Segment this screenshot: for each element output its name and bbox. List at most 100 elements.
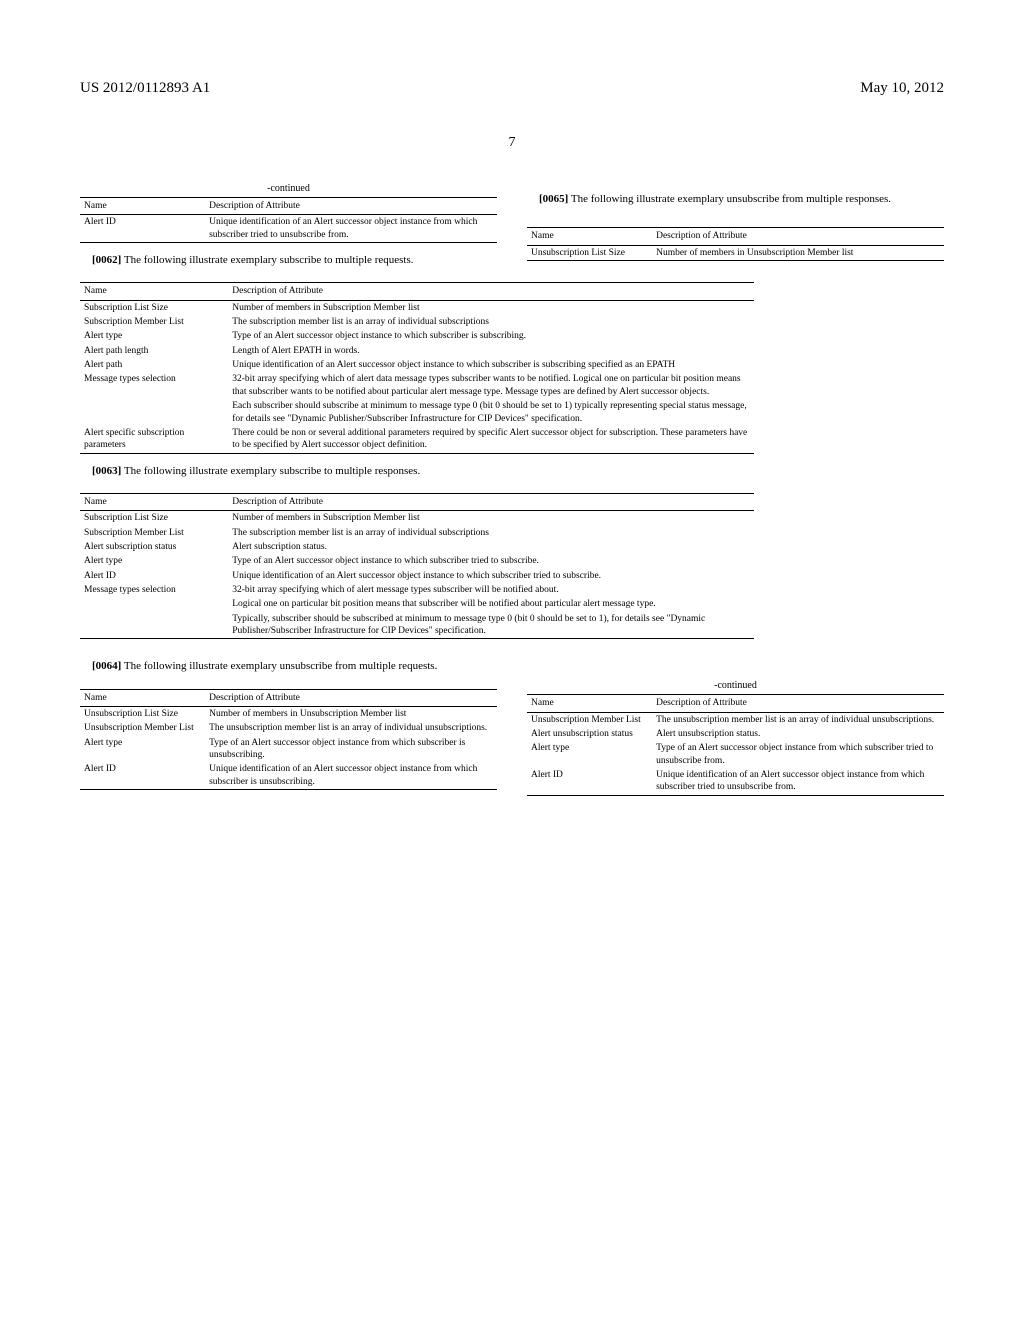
cell-desc: Number of members in Subscription Member… (228, 300, 754, 315)
cell-name: Message types selection (80, 372, 228, 399)
para-number: [0062] (92, 254, 121, 266)
cell-desc: The unsubscription member list is an arr… (652, 712, 944, 727)
table-row: Alert typeType of an Alert successor obj… (527, 741, 944, 768)
right-column: [0065] The following illustrate exemplar… (527, 182, 944, 282)
cell-name: Alert specific subscription parameters (80, 426, 228, 453)
table-row: Typically, subscriber should be subscrib… (80, 612, 754, 639)
col-header-name: Name (80, 689, 205, 706)
publication-number: US 2012/0112893 A1 (80, 80, 210, 97)
para-text: The following illustrate exemplary subsc… (124, 254, 414, 266)
cell-desc: The subscription member list is an array… (228, 315, 754, 329)
cell-desc: 32-bit array specifying which of alert d… (228, 372, 754, 399)
cell-name (80, 597, 228, 611)
para-number: [0063] (92, 465, 121, 477)
cell-desc: Type of an Alert successor object instan… (228, 554, 754, 568)
cell-name: Subscription List Size (80, 300, 228, 315)
cell-desc: The subscription member list is an array… (228, 526, 754, 540)
paragraph-0065: [0065] The following illustrate exemplar… (527, 192, 944, 207)
table-row: Alert path lengthLength of Alert EPATH i… (80, 344, 754, 358)
cell-name: Unsubscription List Size (80, 707, 205, 722)
cell-desc: Typically, subscriber should be subscrib… (228, 612, 754, 639)
cell-desc: Each subscriber should subscribe at mini… (228, 399, 754, 426)
cell-desc: Type of an Alert successor object instan… (228, 329, 754, 343)
cell-desc: Length of Alert EPATH in words. (228, 344, 754, 358)
table-row: Alert typeType of an Alert successor obj… (80, 736, 497, 763)
wide-table-0063-wrap: Name Description of Attribute Subscripti… (80, 493, 944, 639)
cell-desc: The unsubscription member list is an arr… (205, 721, 497, 735)
para-number: [0065] (539, 193, 568, 205)
table-row: Alert specific subscription parametersTh… (80, 426, 754, 453)
cell-desc: Unique identification of an Alert succes… (205, 215, 497, 243)
table-row: Alert IDUnique identification of an Aler… (80, 569, 754, 583)
cell-desc: Unique identification of an Alert succes… (228, 569, 754, 583)
cell-desc: Number of members in Unsubscription Memb… (205, 707, 497, 722)
col-header-name: Name (527, 228, 652, 245)
col-header-desc: Description of Attribute (652, 695, 944, 712)
table-0065: Name Description of Attribute Unsubscrip… (527, 227, 944, 261)
cell-name: Alert type (80, 736, 205, 763)
cell-name: Alert ID (80, 215, 205, 243)
table-row: Message types selection32-bit array spec… (80, 372, 754, 399)
cell-desc: Unique identification of an Alert succes… (228, 358, 754, 372)
table-row: Unsubscription Member ListThe unsubscrip… (80, 721, 497, 735)
table-row: Unsubscription List SizeNumber of member… (80, 707, 497, 722)
para-number: [0064] (92, 660, 121, 672)
cell-name: Alert ID (527, 768, 652, 795)
paragraph-0063: [0063] The following illustrate exemplar… (80, 464, 495, 479)
cell-desc: Unique identification of an Alert succes… (652, 768, 944, 795)
paragraph-0062: [0062] The following illustrate exemplar… (80, 253, 497, 268)
table-row: Alert typeType of an Alert successor obj… (80, 329, 754, 343)
table-row: Unsubscription Member ListThe unsubscrip… (527, 712, 944, 727)
table-row: Alert IDUnique identification of an Aler… (80, 762, 497, 789)
para-text: The following illustrate exemplary subsc… (124, 465, 420, 477)
wide-table-0062: Name Description of Attribute Subscripti… (80, 282, 754, 453)
cell-name: Alert type (527, 741, 652, 768)
col-header-desc: Description of Attribute (205, 198, 497, 215)
table-row: Subscription Member ListThe subscription… (80, 315, 754, 329)
table-row: Logical one on particular bit position m… (80, 597, 754, 611)
cell-name: Alert path (80, 358, 228, 372)
bottom-left-column: [0064] The following illustrate exemplar… (80, 649, 497, 805)
paragraph-0064: [0064] The following illustrate exemplar… (80, 659, 497, 674)
col-header-name: Name (80, 283, 228, 300)
cell-desc: Number of members in Subscription Member… (228, 511, 754, 526)
cell-name: Alert ID (80, 569, 228, 583)
left-column: -continued Name Description of Attribute… (80, 182, 497, 282)
col-header-desc: Description of Attribute (205, 689, 497, 706)
continued-label: -continued (527, 679, 944, 695)
cell-name: Alert path length (80, 344, 228, 358)
cell-desc: Alert unsubscription status. (652, 727, 944, 741)
cell-desc: Type of an Alert successor object instan… (205, 736, 497, 763)
cell-name: Alert unsubscription status (527, 727, 652, 741)
publication-date: May 10, 2012 (860, 80, 944, 97)
cell-name: Alert type (80, 554, 228, 568)
col-header-desc: Description of Attribute (228, 283, 754, 300)
cell-desc: There could be non or several additional… (228, 426, 754, 453)
cell-name: Subscription Member List (80, 526, 228, 540)
table-row: Subscription List SizeNumber of members … (80, 300, 754, 315)
table-0064: Name Description of Attribute Unsubscrip… (80, 689, 497, 790)
cell-desc: Alert subscription status. (228, 540, 754, 554)
bottom-columns: [0064] The following illustrate exemplar… (80, 649, 944, 805)
cell-name: Alert subscription status (80, 540, 228, 554)
cell-name (80, 612, 228, 639)
cell-name: Unsubscription Member List (527, 712, 652, 727)
cell-name: Subscription Member List (80, 315, 228, 329)
cell-desc: Type of an Alert successor object instan… (652, 741, 944, 768)
table-row: Alert pathUnique identification of an Al… (80, 358, 754, 372)
table-row: Each subscriber should subscribe at mini… (80, 399, 754, 426)
table-row: Alert IDUnique identification of an Aler… (527, 768, 944, 795)
cell-desc: Unique identification of an Alert succes… (205, 762, 497, 789)
top-columns: -continued Name Description of Attribute… (80, 182, 944, 282)
cell-name: Alert ID (80, 762, 205, 789)
cell-name: Unsubscription List Size (527, 245, 652, 260)
table-row: Unsubscription List Size Number of membe… (527, 245, 944, 260)
page-number: 7 (509, 135, 516, 151)
table-row: Message types selection32-bit array spec… (80, 583, 754, 597)
wide-table-0063: Name Description of Attribute Subscripti… (80, 493, 754, 639)
cell-name: Subscription List Size (80, 511, 228, 526)
col-header-desc: Description of Attribute (652, 228, 944, 245)
wide-table-0062-wrap: Name Description of Attribute Subscripti… (80, 282, 944, 453)
table-continued-top: -continued Name Description of Attribute… (80, 182, 497, 243)
col-header-name: Name (80, 198, 205, 215)
